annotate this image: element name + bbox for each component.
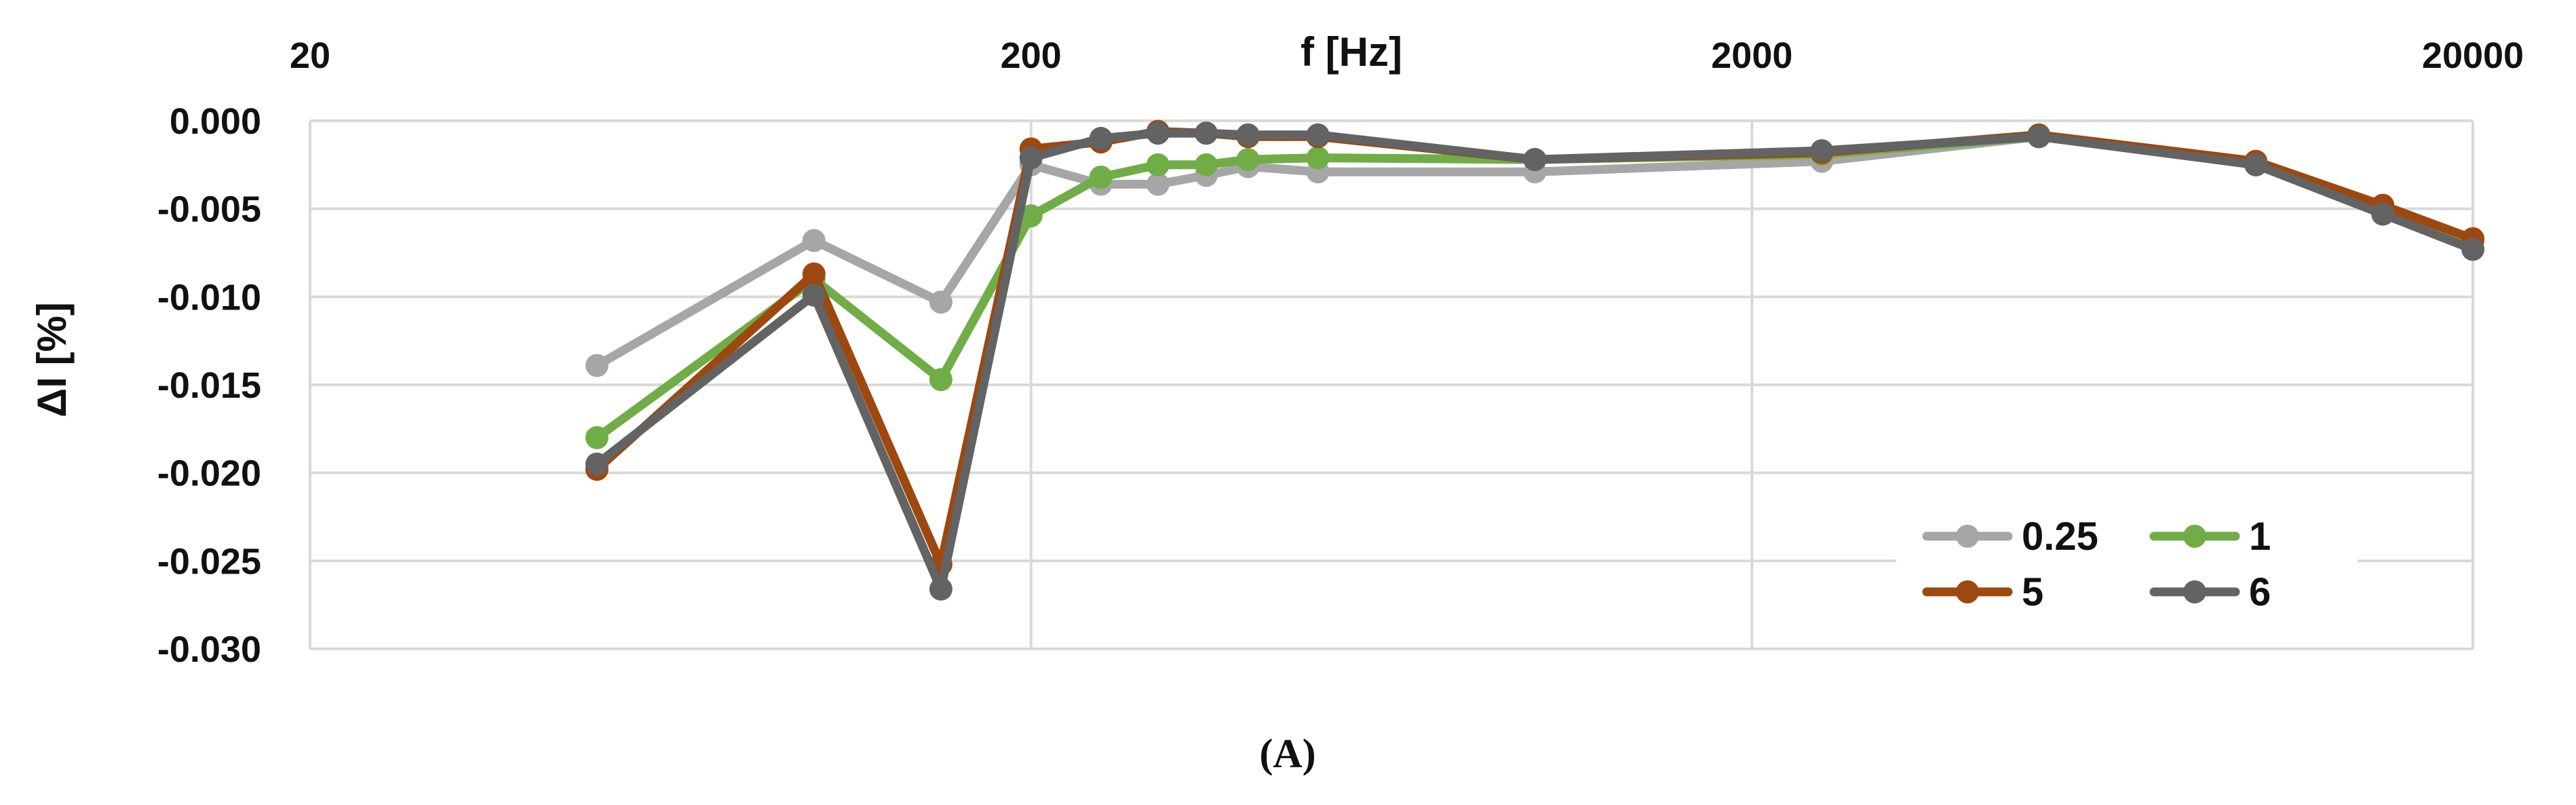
series-6	[585, 121, 2484, 601]
data-point	[1236, 123, 1260, 147]
figure-caption: (A)	[1259, 731, 1315, 776]
data-point	[1089, 126, 1113, 150]
x-tick-label: 20000	[2422, 35, 2524, 76]
y-tick-label: -0.010	[157, 277, 261, 318]
data-point	[1146, 172, 1170, 196]
data-point	[1810, 139, 1834, 163]
y-tick-label: -0.025	[157, 541, 261, 582]
data-point	[1194, 153, 1218, 176]
x-axis-ticks: 20 200 2000 20000	[290, 35, 2524, 76]
data-point	[2027, 125, 2051, 149]
data-point	[929, 368, 953, 392]
legend-swatch-marker	[1956, 525, 1979, 548]
x-tick-label: 200	[1001, 35, 1062, 76]
data-point	[1523, 148, 1547, 172]
data-point	[929, 291, 953, 314]
y-axis-title: ΔI [%]	[29, 302, 75, 417]
data-point	[929, 577, 953, 601]
x-tick-label: 2000	[1711, 35, 1792, 76]
x-tick-label: 20	[290, 35, 330, 76]
legend-label: 5	[2022, 570, 2043, 614]
data-point	[802, 229, 826, 252]
data-point	[802, 262, 826, 286]
y-tick-label: 0.000	[170, 101, 261, 142]
series-line	[592, 127, 2478, 569]
series-group	[585, 119, 2484, 601]
legend-label: 6	[2249, 570, 2271, 614]
legend-swatch-marker	[1956, 580, 1979, 603]
legend-item: 0.25	[1922, 514, 2098, 559]
legend-background	[1896, 501, 2358, 643]
data-point	[585, 452, 609, 476]
y-tick-label: -0.015	[157, 365, 261, 406]
data-point	[2244, 153, 2268, 176]
data-point	[1146, 121, 1170, 145]
data-point	[1089, 165, 1113, 189]
y-tick-label: -0.030	[157, 629, 261, 670]
data-point	[1019, 146, 1043, 170]
legend-swatch-marker	[2183, 580, 2206, 603]
data-point	[2461, 238, 2484, 261]
legend: 0.25 1 5 6	[1896, 501, 2358, 643]
legend-label: 0.25	[2022, 514, 2098, 559]
y-tick-label: -0.020	[157, 453, 261, 494]
x-axis-title: f [Hz]	[1301, 29, 1402, 75]
data-point	[1146, 153, 1170, 176]
legend-label: 1	[2249, 514, 2271, 559]
data-point	[585, 426, 609, 449]
legend-swatch-marker	[2183, 525, 2206, 548]
y-tick-label: -0.005	[157, 189, 261, 230]
data-point	[1236, 148, 1260, 172]
data-point	[1306, 123, 1330, 147]
data-point	[802, 283, 826, 307]
legend-item: 5	[1922, 570, 2043, 614]
legend-item: 1	[2149, 514, 2271, 559]
data-point	[2371, 202, 2395, 226]
data-point	[585, 354, 609, 377]
data-point	[1306, 146, 1330, 170]
data-point	[1194, 121, 1218, 145]
y-axis-ticks: 0.000 -0.005 -0.010 -0.015 -0.020 -0.025 -0.03…	[157, 101, 261, 670]
legend-item: 6	[2149, 570, 2271, 614]
data-point	[1019, 204, 1043, 228]
